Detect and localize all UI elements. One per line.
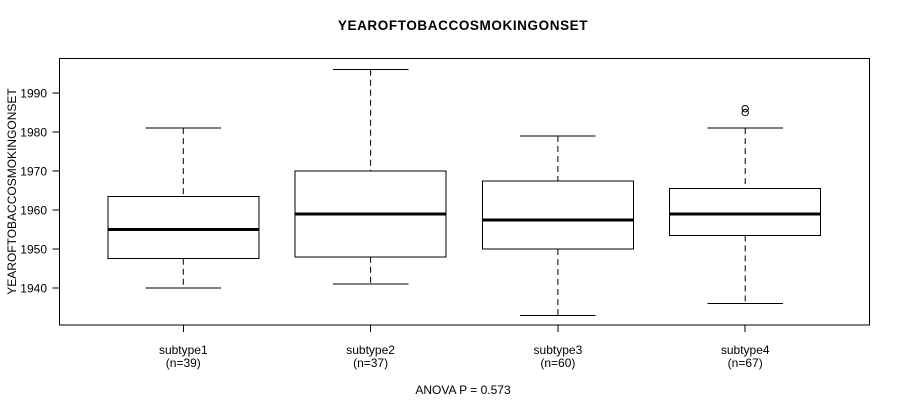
chart-title: YEAROFTOBACCOSMOKINGONSET: [338, 18, 588, 33]
y-tick-label: 1980: [20, 126, 47, 140]
plot-content: [107, 69, 822, 316]
box-rect: [481, 180, 634, 250]
y-axis: 1940 1950 1960 1970 1980 1990: [20, 87, 60, 295]
plot-area-border: [59, 58, 870, 326]
box-rect: [107, 195, 260, 260]
y-tick-label: 1960: [20, 204, 47, 218]
box-rect: [669, 188, 822, 236]
outlier-point: [741, 108, 749, 117]
category-count-label: (n=67): [728, 356, 763, 370]
y-tick-label: 1970: [20, 165, 47, 179]
category-count-label: (n=37): [353, 356, 388, 370]
category-label: subtype4: [721, 343, 770, 357]
y-tick-label: 1990: [20, 87, 47, 101]
y-tick-label: 1940: [20, 281, 47, 295]
category-count-label: (n=60): [540, 356, 575, 370]
category-label: subtype3: [534, 343, 583, 357]
anova-annotation: ANOVA P = 0.573: [415, 383, 511, 397]
y-axis-title: YEAROFTOBACCOSMOKINGONSET: [5, 88, 19, 295]
category-label: subtype2: [346, 343, 395, 357]
outlier-point: [741, 104, 749, 113]
x-axis: subtype1(n=39)subtype2(n=37)subtype3(n=6…: [159, 325, 770, 370]
y-tick-label: 1950: [20, 242, 47, 256]
category-count-label: (n=39): [166, 356, 201, 370]
category-label: subtype1: [159, 343, 208, 357]
